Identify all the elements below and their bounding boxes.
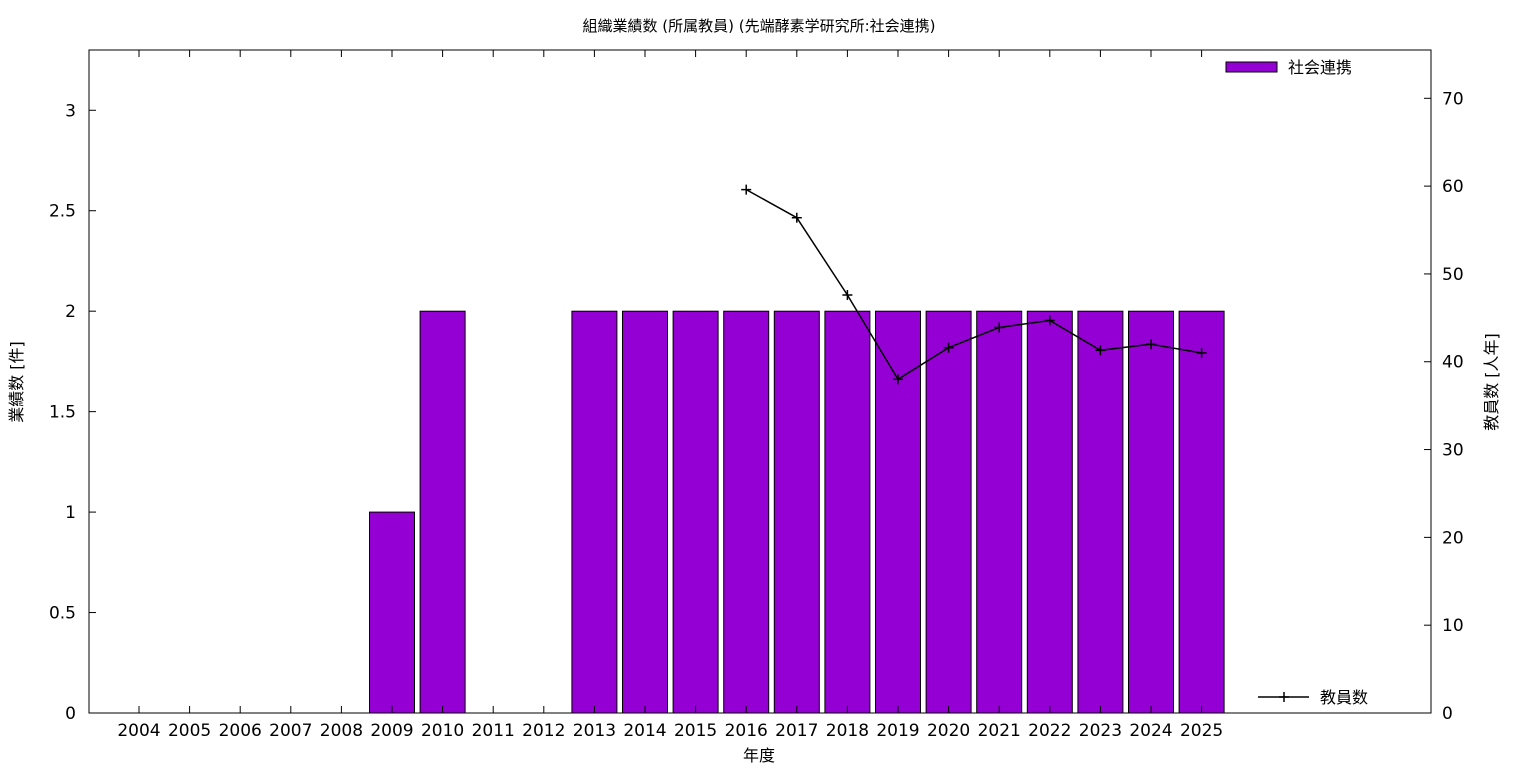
bar-2023 (1077, 310, 1124, 714)
legend-bar-swatch (1225, 61, 1278, 73)
y2-tick-label: 10 (1442, 616, 1464, 636)
line-point-2020 (943, 342, 954, 353)
y-tick-label: 1 (65, 503, 76, 523)
x-tick-label: 2013 (573, 721, 616, 741)
y2-tick-label: 20 (1442, 528, 1464, 548)
x-tick-label: 2020 (927, 721, 970, 741)
x-tick-label: 2022 (1028, 721, 1071, 741)
y2-tick-label: 40 (1442, 353, 1464, 373)
plot-frame (88, 49, 1432, 714)
bar-2014 (622, 310, 668, 714)
x-tick-label: 2012 (522, 721, 565, 741)
line-point-2019 (893, 374, 903, 385)
bar-2018 (824, 310, 871, 714)
line-point-2025 (1196, 347, 1207, 358)
line-point-2016 (741, 184, 752, 195)
x-tick-label: 2019 (876, 721, 919, 741)
y-tick-label: 2.5 (49, 202, 76, 222)
x-tick-label: 2016 (725, 721, 768, 741)
line-point-2018 (842, 290, 853, 301)
x-tick-label: 2010 (421, 721, 464, 741)
y2-axis-label: 教員数 [人年] (1482, 333, 1501, 431)
line-point-2017 (791, 212, 802, 223)
x-tick-label: 2005 (168, 721, 211, 741)
bar-2017 (773, 310, 820, 714)
y-tick-label: 1.5 (49, 403, 76, 423)
y-tick-label: 0.5 (49, 604, 76, 624)
x-axis-label: 年度 (743, 746, 775, 765)
x-tick-label: 2024 (1129, 721, 1172, 741)
x-tick-label: 2025 (1180, 721, 1223, 741)
bar-2020 (925, 310, 972, 714)
x-tick-label: 2004 (117, 721, 160, 741)
x-tick-label: 2017 (775, 721, 818, 741)
bar-2022 (1026, 310, 1073, 714)
bar-2025 (1178, 310, 1225, 714)
y-tick-label: 2 (65, 302, 76, 322)
x-tick-label: 2009 (370, 721, 413, 741)
x-tick-label: 2008 (320, 721, 363, 741)
chart-title: 組織業績数 (所属教員) (先端酵素学研究所:社会連携) (582, 17, 935, 35)
line-layer (741, 184, 1207, 385)
x-tick-label: 2006 (219, 721, 262, 741)
y2-tick-label: 60 (1442, 177, 1464, 197)
x-tick-label: 2007 (269, 721, 312, 741)
bar-2021 (976, 310, 1023, 714)
legend-bar: 社会連携 (1225, 58, 1352, 77)
bar-2024 (1128, 310, 1174, 714)
y2-tick-label: 30 (1442, 441, 1464, 461)
legend-line: 教員数 (1258, 688, 1368, 707)
legend-bar-label: 社会連携 (1288, 58, 1352, 77)
x-tick-label: 2021 (978, 721, 1021, 741)
y-tick-label: 0 (65, 704, 76, 724)
y2-tick-label: 0 (1442, 704, 1453, 724)
line-point-2021 (994, 322, 1005, 333)
bar-2009 (369, 511, 415, 714)
y2-tick-label: 70 (1442, 89, 1464, 109)
bar-2015 (672, 310, 719, 714)
bar-2010 (419, 310, 466, 714)
y2-tick-label: 50 (1442, 265, 1464, 285)
x-tick-label: 2015 (674, 721, 717, 741)
line-point-2022 (1044, 315, 1055, 326)
y-axis-label: 業績数 [件] (7, 341, 26, 423)
y-tick-label: 3 (65, 101, 76, 121)
x-tick-label: 2023 (1079, 721, 1122, 741)
line-series-path (745, 188, 1202, 381)
line-point-2024 (1146, 339, 1156, 350)
bars-layer (369, 310, 1225, 714)
line-point-2023 (1095, 345, 1106, 356)
legend-line-label: 教員数 (1320, 688, 1368, 707)
x-tick-label: 2018 (826, 721, 869, 741)
bar-2019 (875, 310, 921, 714)
bar-2016 (723, 310, 770, 714)
x-tick-label: 2011 (472, 721, 515, 741)
x-tick-label: 2014 (623, 721, 666, 741)
bar-2013 (571, 310, 618, 714)
